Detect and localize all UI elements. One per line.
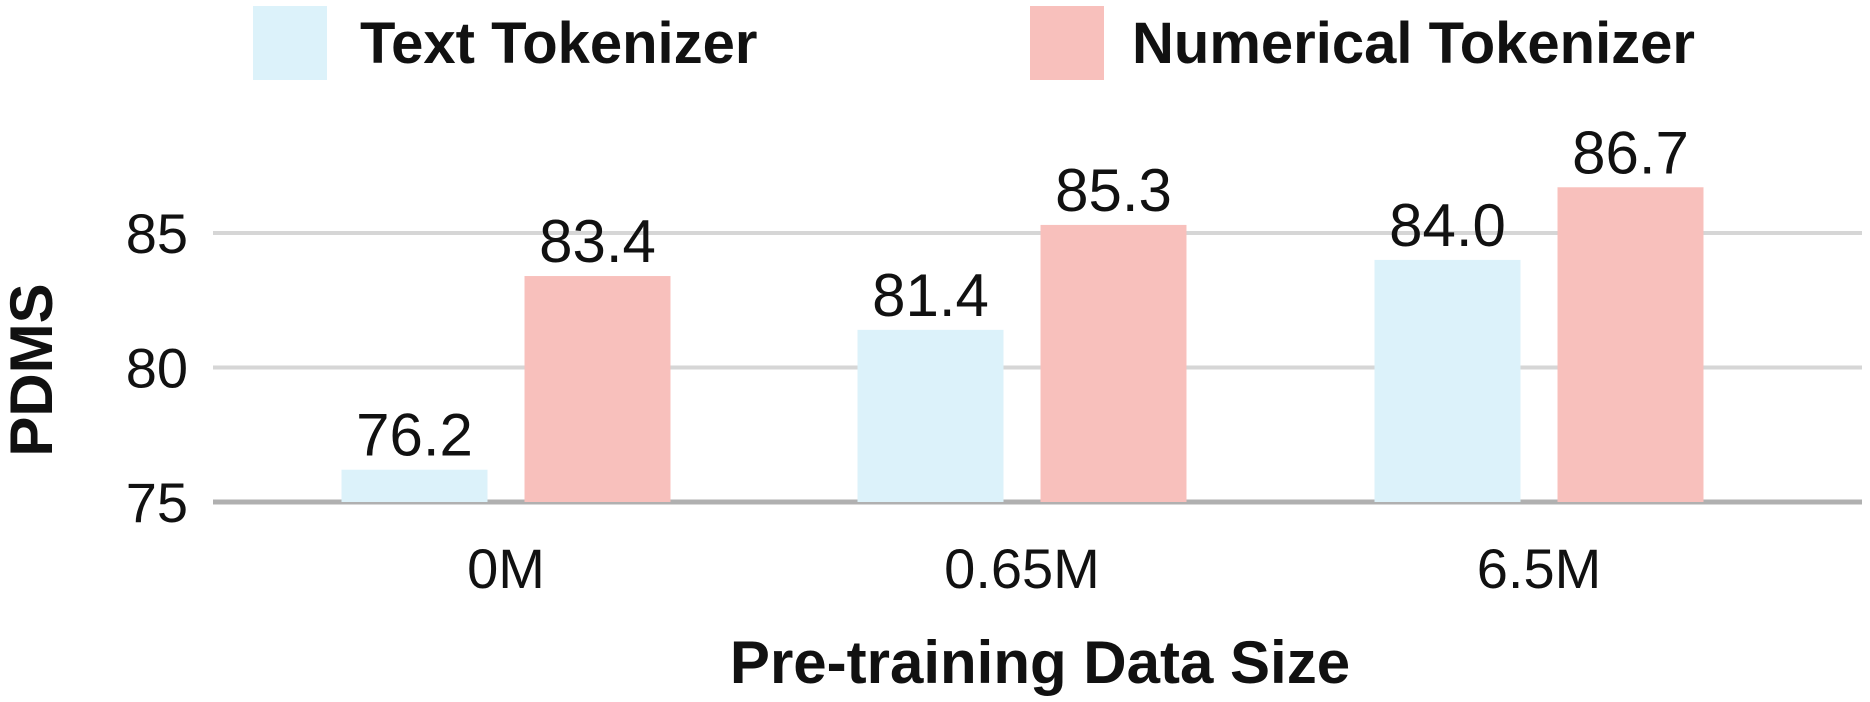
x-axis-ticks: 0M 0.65M 6.5M: [467, 537, 1601, 600]
data-label: 76.2: [356, 402, 473, 469]
y-tick-label: 80: [126, 337, 188, 400]
x-tick-label: 6.5M: [1477, 537, 1602, 600]
x-tick-label: 0.65M: [944, 537, 1100, 600]
y-tick-label: 75: [126, 471, 188, 534]
data-label: 84.0: [1389, 192, 1506, 259]
legend-label-text-tokenizer: Text Tokenizer: [360, 11, 758, 76]
bar-numerical-0.65M: [1040, 224, 1187, 502]
x-tick-label: 0M: [467, 537, 545, 600]
bars: [341, 187, 1704, 502]
data-labels: 76.2 83.4 81.4 85.3 84.0 86.7: [356, 119, 1689, 468]
y-axis-ticks: 75 80 85: [126, 202, 188, 534]
legend-swatch-text-tokenizer: [253, 6, 327, 80]
legend-swatch-numerical-tokenizer: [1030, 6, 1104, 80]
x-axis-title: Pre-training Data Size: [730, 629, 1350, 696]
bar-numerical-6.5M: [1557, 187, 1704, 502]
legend-label-numerical-tokenizer: Numerical Tokenizer: [1132, 11, 1695, 76]
y-axis-title: PDMS: [0, 283, 65, 456]
bar-numerical-0M: [524, 276, 671, 502]
data-label: 86.7: [1572, 119, 1689, 186]
bar-text-0M: [341, 469, 488, 502]
data-label: 85.3: [1055, 157, 1172, 224]
y-tick-label: 85: [126, 202, 188, 265]
data-label: 83.4: [539, 208, 656, 275]
bar-text-6.5M: [1374, 259, 1521, 502]
bar-text-0.65M: [857, 329, 1004, 502]
data-label: 81.4: [872, 262, 989, 329]
legend: Text Tokenizer Numerical Tokenizer: [253, 6, 1695, 80]
